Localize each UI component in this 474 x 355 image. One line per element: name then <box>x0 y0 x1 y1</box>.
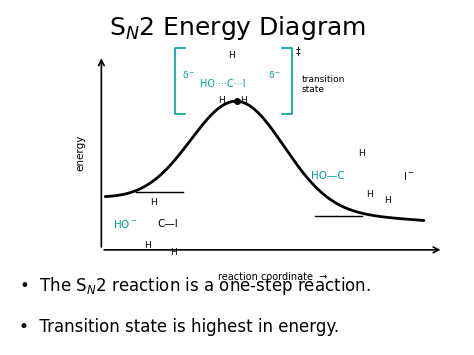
Text: HO$^-$: HO$^-$ <box>113 218 138 230</box>
Text: H: H <box>358 149 365 158</box>
Text: C—I: C—I <box>158 219 178 229</box>
Text: H: H <box>170 248 177 257</box>
Text: H: H <box>240 96 246 105</box>
Text: δ$^-$: δ$^-$ <box>268 69 281 80</box>
Text: energy: energy <box>75 135 85 171</box>
Text: H: H <box>219 96 225 105</box>
Text: S$_N$2 Energy Diagram: S$_N$2 Energy Diagram <box>109 14 365 42</box>
Text: H: H <box>228 51 235 60</box>
Text: •  Transition state is highest in energy.: • Transition state is highest in energy. <box>19 318 339 335</box>
Text: H: H <box>150 198 157 207</box>
Text: H: H <box>366 190 373 200</box>
Text: HO—C: HO—C <box>311 171 345 181</box>
Text: ‡: ‡ <box>296 46 301 56</box>
Text: H: H <box>145 241 151 250</box>
Text: •  The S$_N$2 reaction is a one-step reaction.: • The S$_N$2 reaction is a one-step reac… <box>19 275 371 297</box>
Text: transition
state: transition state <box>301 75 345 94</box>
Text: I$^-$: I$^-$ <box>402 170 414 182</box>
Text: δ$^-$: δ$^-$ <box>182 69 195 80</box>
Text: HO: HO <box>201 79 216 89</box>
Text: reaction coordinate  →: reaction coordinate → <box>218 272 327 282</box>
Text: ···C···I: ···C···I <box>218 79 246 89</box>
Text: H: H <box>383 196 391 205</box>
